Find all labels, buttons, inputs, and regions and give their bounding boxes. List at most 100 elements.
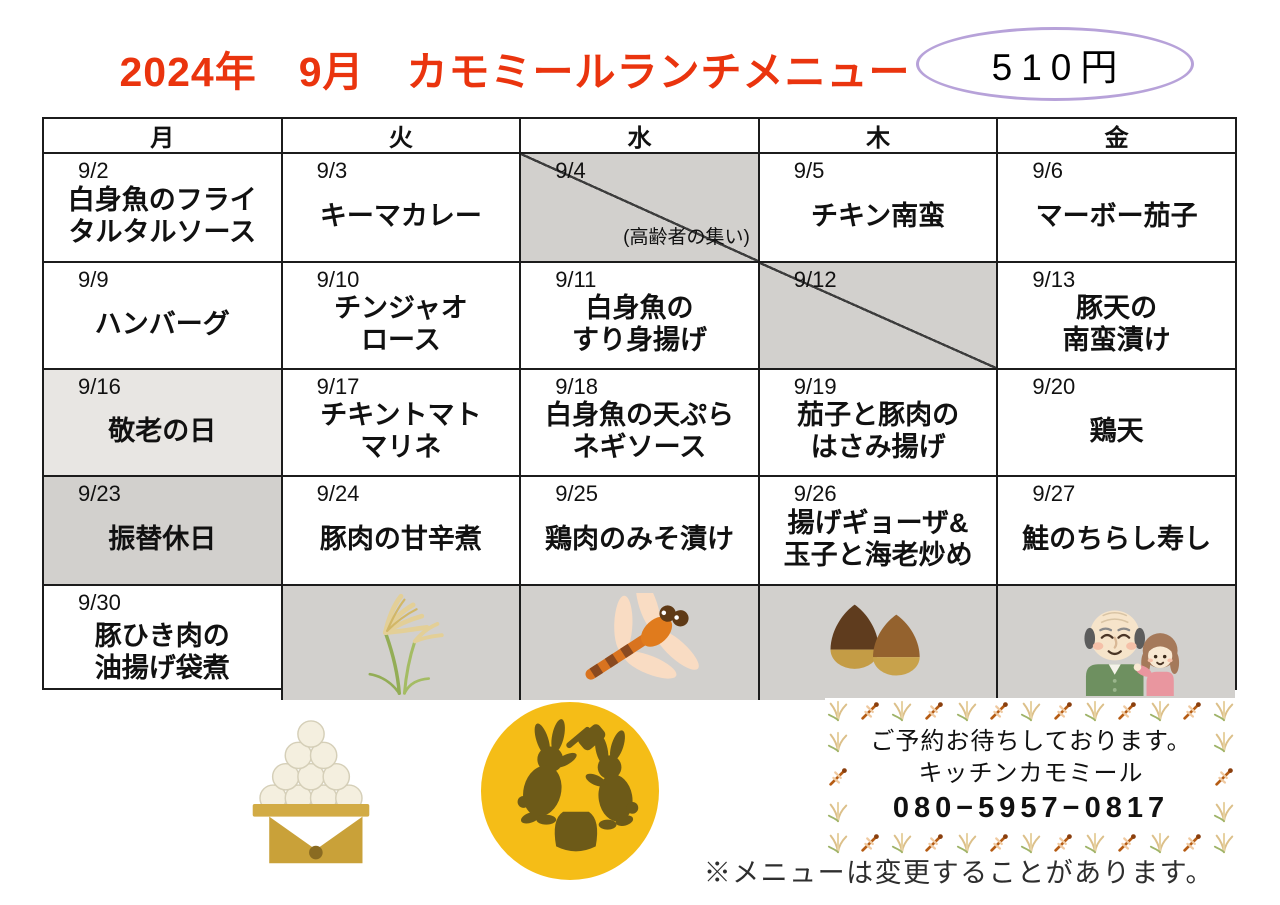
dragonfly-icon xyxy=(555,593,723,693)
calendar-cell: 9/18 白身魚の天ぷら ネギソース xyxy=(519,370,758,475)
calendar-cell: 9/17 チキントマト マリネ xyxy=(280,370,520,475)
cell-date: 9/4 xyxy=(555,158,586,183)
deco-border-right xyxy=(1211,724,1237,830)
deco-dragonfly-icon xyxy=(1213,766,1235,788)
cell-date: 9/6 xyxy=(1032,158,1063,183)
deco-grass-icon xyxy=(1149,700,1171,722)
reservation-line-1: ご予約お待ちしております。 xyxy=(870,727,1192,755)
chestnuts-icon xyxy=(803,593,953,693)
cell-menu: チキントマト マリネ xyxy=(320,400,482,463)
cell-menu: 豚天の 南蛮漬け xyxy=(1062,293,1171,356)
deco-grass-icon xyxy=(827,731,849,753)
calendar-cell: 9/12 xyxy=(757,263,997,368)
calendar-cell: 9/25 鶏肉のみそ漬け xyxy=(519,477,758,584)
phone-number: 080−5957−0817 xyxy=(892,792,1170,825)
calendar-row: 9/16 敬老の日 9/17 チキントマト マリネ 9/18 白身魚の天ぷら ネギソース 9… xyxy=(44,370,1235,477)
calendar-row: 9/2 白身魚のフライ タルタルソース 9/3 キーマカレー 9/4 (高齢者の集い) 9/… xyxy=(44,154,1235,263)
weekday-header: 木 xyxy=(757,119,997,152)
moon-rabbits-icon xyxy=(479,700,661,882)
deco-grass-icon xyxy=(1213,731,1235,753)
cell-date: 9/25 xyxy=(555,481,599,506)
deco-grass-icon xyxy=(1213,832,1235,854)
calendar-cell xyxy=(996,586,1235,700)
calendar-cell: 9/26 揚げギョーザ& 玉子と海老炒め xyxy=(757,477,997,584)
cell-menu: 敬老の日 xyxy=(108,416,217,447)
page-title: 2024年 9月 カモミールランチメニュー xyxy=(119,49,911,95)
cell-note: (高齢者の集い) xyxy=(623,227,750,248)
calendar-cell: 9/27 鮭のちらし寿し xyxy=(996,477,1235,584)
weekday-header-row: 月 火水木金 xyxy=(44,119,1235,154)
reservation-box: ご予約お待ちしております。 キッチンカモミール 080−5957−0817 xyxy=(825,698,1237,856)
cell-menu: 鶏肉のみそ漬け xyxy=(544,524,734,555)
deco-border-top xyxy=(825,698,1237,724)
price-badge: 510円 xyxy=(916,27,1194,101)
cell-menu: 振替休日 xyxy=(108,524,217,555)
calendar-cell: 9/19 茄子と豚肉の はさみ揚げ xyxy=(757,370,997,475)
calendar-row: 9/9 ハンバーグ 9/10 チンジャオ ロース 9/11 白身魚の すり身揚げ 9/12 9… xyxy=(44,263,1235,370)
deco-dragonfly-icon xyxy=(859,700,881,722)
weekday-header: 火 xyxy=(280,119,520,152)
cell-menu: 揚げギョーザ& 玉子と海老炒め xyxy=(783,508,973,571)
cell-date: 9/5 xyxy=(793,158,825,183)
reservation-text: ご予約お待ちしております。 キッチンカモミール 080−5957−0817 xyxy=(851,724,1211,830)
calendar-cell: 9/2 白身魚のフライ タルタルソース xyxy=(44,154,281,261)
calendar-cell: 9/20 鶏天 xyxy=(996,370,1235,475)
pampas-grass-icon xyxy=(349,590,453,696)
price-text: 510円 xyxy=(991,47,1127,88)
cell-menu: 茄子と豚肉の はさみ揚げ xyxy=(797,400,960,463)
deco-grass-icon xyxy=(891,700,913,722)
deco-dragonfly-icon xyxy=(1181,700,1203,722)
cell-date: 9/19 xyxy=(793,374,837,399)
cell-date: 9/13 xyxy=(1032,267,1076,292)
calendar-cell: 9/10 チンジャオ ロース xyxy=(280,263,520,368)
calendar-cell: 9/23 振替休日 xyxy=(44,477,281,584)
grandpa-and-grandchild-icon xyxy=(1043,590,1191,696)
calendar-cell: 9/4 (高齢者の集い) xyxy=(519,154,758,261)
calendar-cell: 9/13 豚天の 南蛮漬け xyxy=(996,263,1235,368)
weekday-header: 金 xyxy=(996,119,1235,152)
calendar-row: 9/30 豚ひき肉の 油揚げ袋煮 xyxy=(44,586,1235,700)
calendar-cell: 9/11 白身魚の すり身揚げ xyxy=(519,263,758,368)
weekday-header: 月 xyxy=(150,125,175,152)
calendar-cell: 9/5 チキン南蛮 xyxy=(757,154,997,261)
cell-date: 9/2 xyxy=(78,158,109,183)
cell-date: 9/26 xyxy=(793,481,837,506)
calendar-cell: 9/9 ハンバーグ xyxy=(44,263,281,368)
calendar-cell: 9/6 マーボー茄子 xyxy=(996,154,1235,261)
deco-grass-icon xyxy=(956,700,978,722)
reservation-line-2: キッチンカモミール xyxy=(918,759,1144,787)
deco-grass-icon xyxy=(827,700,849,722)
cell-menu: 豚ひき肉の 油揚げ袋煮 xyxy=(94,620,230,683)
cell-menu: ハンバーグ xyxy=(94,309,230,340)
cell-menu: 鶏天 xyxy=(1089,416,1144,447)
calendar-cell xyxy=(280,586,520,700)
calendar-cell: 9/24 豚肉の甘辛煮 xyxy=(280,477,520,584)
cell-menu: チンジャオ ロース xyxy=(334,293,468,356)
cell-menu: 豚肉の甘辛煮 xyxy=(319,524,482,555)
menu-change-note: ※メニューは変更することがあります。 xyxy=(703,858,1214,888)
deco-grass-icon xyxy=(1084,700,1106,722)
deco-dragonfly-icon xyxy=(988,700,1010,722)
cell-menu: マーボー茄子 xyxy=(1035,201,1198,232)
cell-menu: 鮭のちらし寿し xyxy=(1022,524,1212,555)
cell-date: 9/17 xyxy=(316,374,360,399)
menu-calendar-table: 月 火水木金 9/2 白身魚のフライ タルタルソース 9/3 キーマカレー 9/4 (高齢者… xyxy=(42,117,1237,700)
calendar-cell: 9/3 キーマカレー xyxy=(280,154,520,261)
cell-date: 9/11 xyxy=(555,267,597,292)
deco-dragonfly-icon xyxy=(1052,700,1074,722)
cell-date: 9/18 xyxy=(555,374,599,399)
cell-date: 9/20 xyxy=(1032,374,1076,399)
cell-date: 9/27 xyxy=(1032,481,1076,506)
calendar-cell xyxy=(757,586,997,700)
cell-menu: チキン南蛮 xyxy=(810,201,946,232)
cell-date: 9/23 xyxy=(78,481,121,506)
deco-dragonfly-icon xyxy=(923,700,945,722)
deco-dragonfly-icon xyxy=(827,766,849,788)
deco-dragonfly-icon xyxy=(1116,700,1138,722)
cell-menu: 白身魚のフライ タルタルソース xyxy=(67,185,257,248)
cell-date: 9/10 xyxy=(316,267,360,292)
cell-menu: 白身魚の すり身揚げ xyxy=(571,293,707,356)
cell-menu: 白身魚の天ぷら ネギソース xyxy=(544,400,734,463)
cell-date: 9/3 xyxy=(316,158,348,183)
